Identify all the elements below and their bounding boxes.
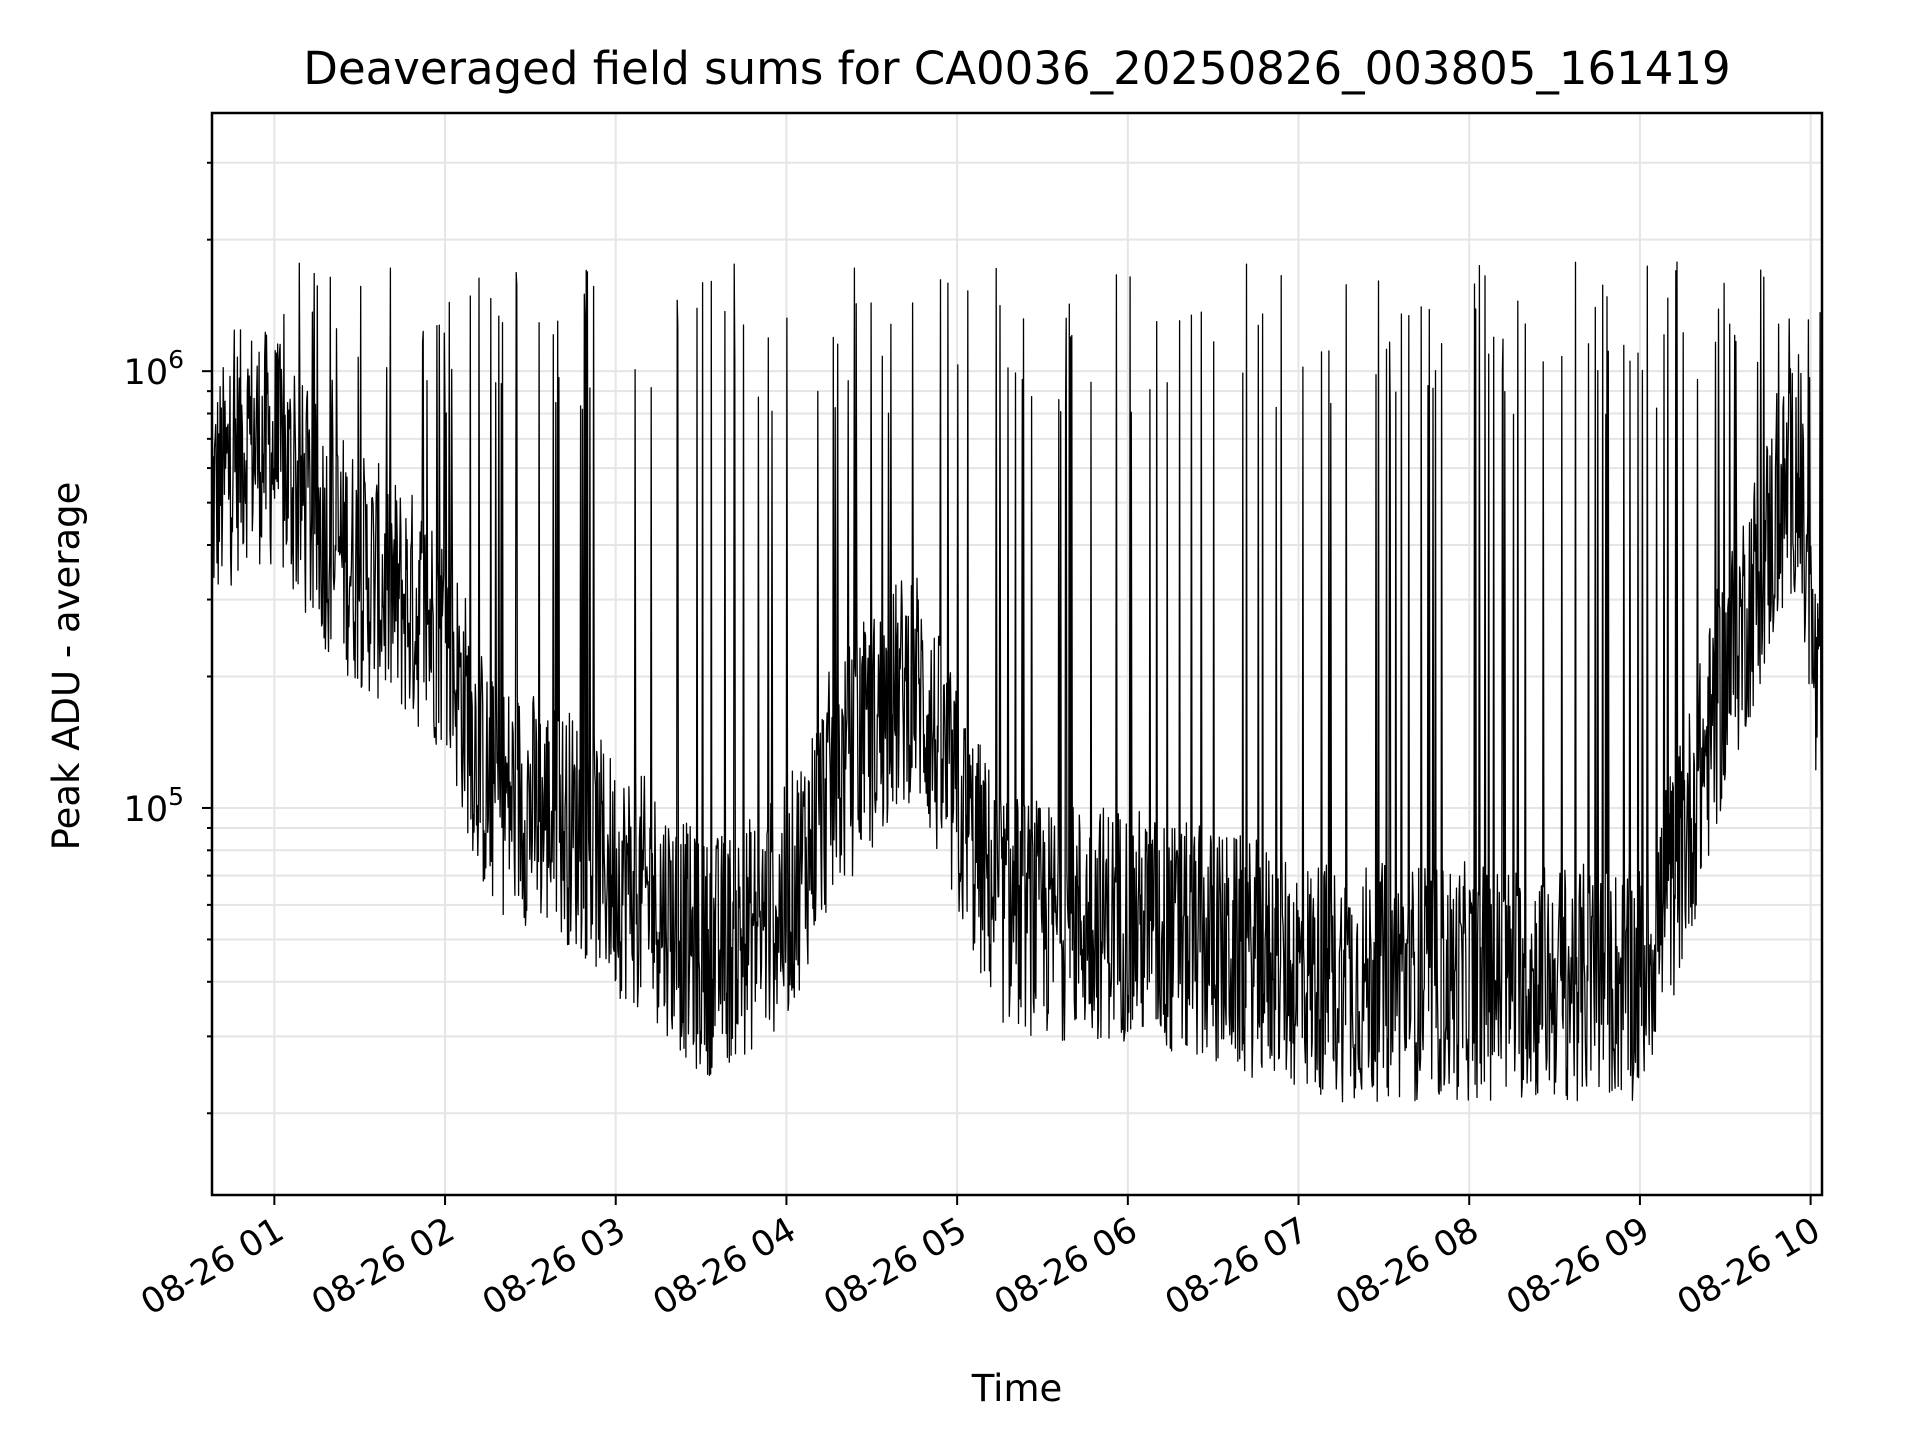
y-tick-label: 105 (124, 782, 184, 830)
plot-frame (210, 111, 1824, 1197)
y-axis: 105 106 (124, 161, 212, 1115)
chart-title: Deaveraged field sums for CA0036_2025082… (303, 42, 1730, 95)
series-line (211, 261, 1823, 1103)
x-axis-label: Time (971, 1367, 1063, 1410)
y-tick-label: 106 (124, 345, 184, 393)
y-axis-label: Peak ADU - average (45, 482, 88, 851)
